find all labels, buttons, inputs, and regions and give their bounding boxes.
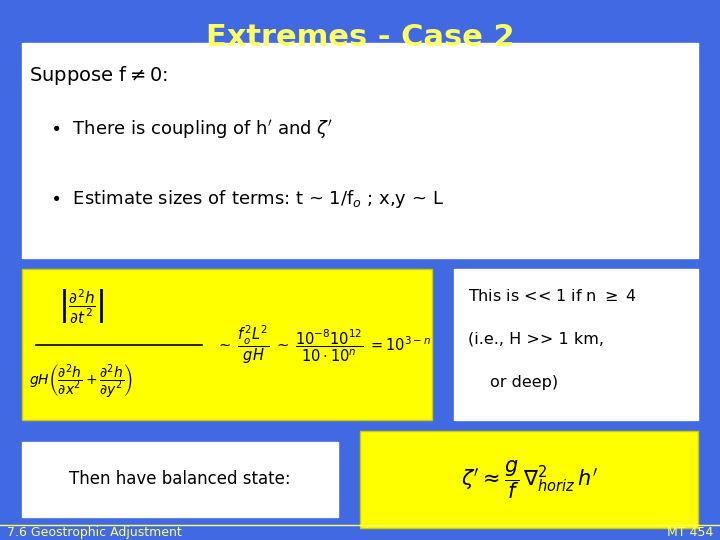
Text: (i.e., H >> 1 km,: (i.e., H >> 1 km, xyxy=(468,332,604,347)
FancyBboxPatch shape xyxy=(360,431,698,528)
Text: $\bullet$  Estimate sizes of terms: t ~ 1/f$_o$ ; x,y ~ L: $\bullet$ Estimate sizes of terms: t ~ 1… xyxy=(50,188,444,210)
Text: $\zeta' \approx \dfrac{g}{f}\,\nabla^2_{horiz}\,h'$: $\zeta' \approx \dfrac{g}{f}\,\nabla^2_{… xyxy=(461,458,598,501)
FancyBboxPatch shape xyxy=(22,43,698,259)
Text: Then have balanced state:: Then have balanced state: xyxy=(69,470,291,488)
Text: 7.6 Geostrophic Adjustment: 7.6 Geostrophic Adjustment xyxy=(7,525,182,538)
Text: $\left|\dfrac{\partial^2 h}{\partial t^2}\right|$: $\left|\dfrac{\partial^2 h}{\partial t^2… xyxy=(58,288,104,326)
Text: or deep): or deep) xyxy=(490,375,558,390)
Text: MT 454: MT 454 xyxy=(667,525,713,538)
Text: $\sim\;\dfrac{f_o^2 L^2}{gH}\;\sim\;\dfrac{10^{-8}10^{12}}{10\cdot 10^n}\;=10^{3: $\sim\;\dfrac{f_o^2 L^2}{gH}\;\sim\;\dfr… xyxy=(216,323,431,366)
Text: $\bullet$  There is coupling of h$'$ and $\zeta'$: $\bullet$ There is coupling of h$'$ and … xyxy=(50,118,333,141)
Text: Extremes - Case 2: Extremes - Case 2 xyxy=(206,23,514,52)
Text: This is << 1 if n $\geq$ 4: This is << 1 if n $\geq$ 4 xyxy=(468,288,637,304)
Text: Suppose f$\neq$0:: Suppose f$\neq$0: xyxy=(29,64,168,87)
FancyBboxPatch shape xyxy=(22,269,432,420)
FancyBboxPatch shape xyxy=(22,442,338,517)
FancyBboxPatch shape xyxy=(454,269,698,420)
Text: $gH\left(\dfrac{\partial^2 h}{\partial x^2}+\dfrac{\partial^2 h}{\partial y^2}\r: $gH\left(\dfrac{\partial^2 h}{\partial x… xyxy=(29,363,133,401)
